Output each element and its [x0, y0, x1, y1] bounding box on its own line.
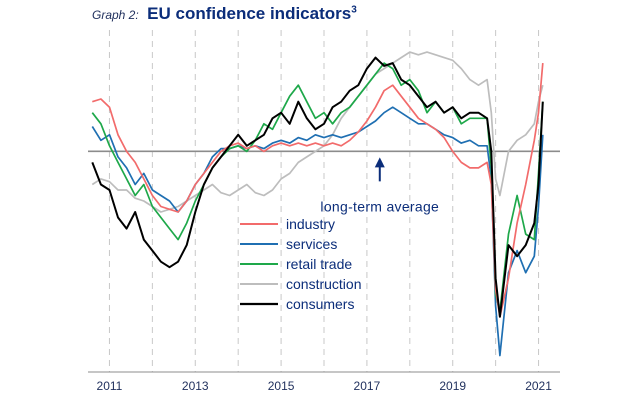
series-line-industry	[92, 63, 544, 318]
legend-label-services: services	[286, 236, 337, 252]
x-tick-label-2021: 2021	[525, 379, 552, 393]
annotation-text: long-term average	[320, 198, 439, 214]
series-line-consumers	[91, 56, 544, 318]
x-tick-label-2017: 2017	[354, 379, 381, 393]
annotation-arrow-head	[374, 157, 385, 168]
x-tick-label-2011: 2011	[97, 379, 123, 393]
legend-label-retail-trade: retail trade	[286, 256, 352, 272]
legend-label-construction: construction	[286, 276, 361, 292]
chart-title-block: Graph 2: EU confidence indicators3	[92, 4, 357, 24]
chart-title: EU confidence indicators3	[147, 4, 357, 23]
chart-title-text: EU confidence indicators	[147, 4, 352, 23]
series-lines	[91, 51, 544, 357]
x-tick-label-2013: 2013	[182, 379, 209, 393]
x-tick-label-2015: 2015	[268, 379, 295, 393]
graph-label: Graph 2:	[92, 8, 139, 22]
legend-label-industry: industry	[286, 216, 335, 232]
long-term-average-annotation: long-term average	[320, 157, 439, 214]
series-line-construction	[91, 51, 544, 213]
x-tick-label-2019: 2019	[439, 379, 466, 393]
series-line-services	[91, 106, 544, 357]
x-axis-tick-labels: 2011 2013 2015 2017 2019 2021	[97, 379, 553, 393]
series-line-retail-trade	[91, 62, 544, 313]
legend: industry services retail trade construction…	[240, 216, 361, 312]
legend-label-consumers: consumers	[286, 296, 354, 312]
title-footnote-marker: 3	[351, 4, 357, 16]
